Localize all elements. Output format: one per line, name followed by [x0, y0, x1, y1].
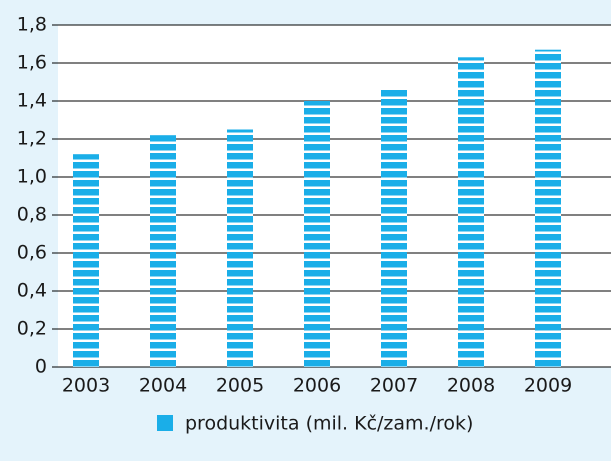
x-tick-label: 2008 — [447, 375, 495, 397]
x-tick-label: 2007 — [370, 375, 418, 397]
x-tick-label: 2005 — [216, 375, 264, 397]
y-tick-label: 0,2 — [17, 318, 47, 340]
y-tick-label: 0,4 — [17, 280, 47, 302]
bar — [227, 129, 253, 367]
plot-area — [58, 25, 611, 367]
x-tick-label: 2003 — [62, 375, 110, 397]
y-tick-label: 1,4 — [17, 90, 47, 112]
bar — [150, 135, 176, 367]
legend-swatch — [157, 415, 173, 431]
y-tick-label: 0 — [35, 356, 47, 378]
bar — [381, 89, 407, 367]
x-tick-label: 2009 — [524, 375, 572, 397]
x-tick-label: 2004 — [139, 375, 187, 397]
bar — [73, 154, 99, 367]
x-tick-label: 2006 — [293, 375, 341, 397]
y-tick-label: 0,6 — [17, 242, 47, 264]
bar — [535, 49, 561, 367]
y-tick-label: 1,2 — [17, 128, 47, 150]
y-tick-label: 1,8 — [17, 14, 47, 36]
legend-label: produktivita (mil. Kč/zam./rok) — [185, 413, 473, 435]
bar — [304, 101, 330, 367]
y-tick-label: 1,6 — [17, 52, 47, 74]
y-tick-label: 0,8 — [17, 204, 47, 226]
bar — [458, 57, 484, 368]
y-tick-label: 1,0 — [17, 166, 47, 188]
